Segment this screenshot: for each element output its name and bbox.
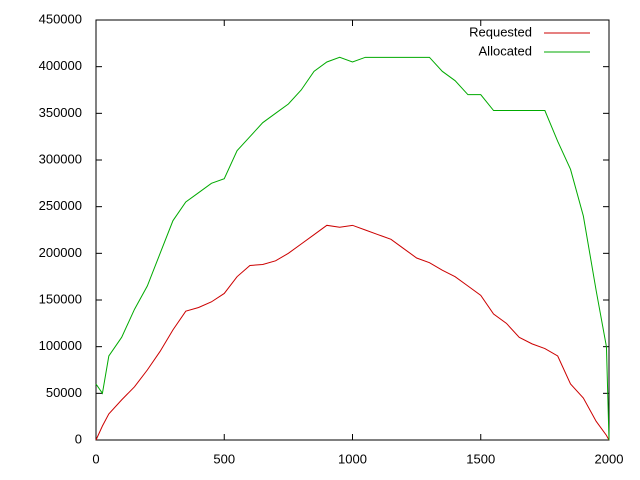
y-tick-label: 150000: [39, 291, 82, 306]
legend-label: Allocated: [479, 43, 532, 58]
y-tick-label: 100000: [39, 338, 82, 353]
legend-label: Requested: [469, 24, 532, 39]
series-line: [95, 224, 610, 441]
y-tick-label: 50000: [46, 385, 82, 400]
x-tick-label: 500: [213, 451, 235, 466]
y-tick-label: 350000: [39, 105, 82, 120]
plot-frame: [95, 19, 610, 441]
y-tick-label: 300000: [39, 151, 82, 166]
series-line: [95, 56, 610, 441]
y-tick-label: 250000: [39, 198, 82, 213]
x-tick-label: 0: [92, 451, 99, 466]
y-tick-label: 450000: [39, 11, 82, 26]
y-tick-label: 200000: [39, 245, 82, 260]
y-tick-label: 400000: [39, 58, 82, 73]
x-tick-label: 1500: [466, 451, 495, 466]
x-tick-label: 1000: [338, 451, 367, 466]
x-tick-label: 2000: [595, 451, 624, 466]
y-tick-label: 0: [75, 431, 82, 446]
